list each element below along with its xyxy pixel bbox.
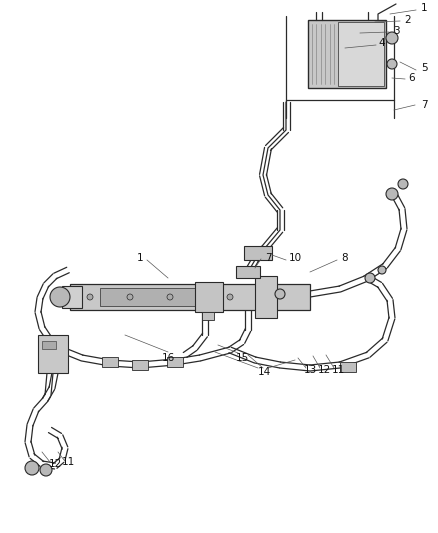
Circle shape bbox=[87, 294, 93, 300]
Text: 13: 13 bbox=[304, 365, 317, 375]
Text: 3: 3 bbox=[393, 26, 399, 36]
Text: 11: 11 bbox=[332, 365, 345, 375]
Text: 1: 1 bbox=[420, 3, 427, 13]
Bar bbox=[236, 266, 260, 278]
Circle shape bbox=[275, 289, 285, 299]
Text: 14: 14 bbox=[258, 367, 271, 377]
Bar bbox=[132, 360, 148, 370]
Bar bbox=[42, 341, 56, 349]
Text: 1: 1 bbox=[137, 253, 143, 263]
Bar bbox=[338, 22, 384, 86]
Bar bbox=[100, 288, 220, 306]
Bar bbox=[195, 282, 223, 312]
Circle shape bbox=[386, 188, 398, 200]
Text: 7: 7 bbox=[420, 100, 427, 110]
Bar bbox=[340, 362, 356, 372]
Bar bbox=[38, 335, 68, 373]
Text: 12: 12 bbox=[48, 459, 62, 469]
Circle shape bbox=[387, 59, 397, 69]
Circle shape bbox=[365, 273, 375, 283]
Circle shape bbox=[167, 294, 173, 300]
Text: 4: 4 bbox=[379, 38, 385, 48]
Text: 7: 7 bbox=[265, 253, 271, 263]
Text: 11: 11 bbox=[61, 457, 74, 467]
Bar bbox=[70, 284, 310, 310]
Text: 15: 15 bbox=[235, 353, 249, 363]
Text: 8: 8 bbox=[342, 253, 348, 263]
Bar bbox=[102, 357, 118, 367]
Circle shape bbox=[25, 461, 39, 475]
Circle shape bbox=[40, 464, 52, 476]
Circle shape bbox=[50, 287, 70, 307]
Text: 6: 6 bbox=[409, 73, 415, 83]
Circle shape bbox=[378, 266, 386, 274]
Text: 16: 16 bbox=[161, 353, 175, 363]
Circle shape bbox=[398, 179, 408, 189]
Text: 12: 12 bbox=[318, 365, 331, 375]
Bar bbox=[255, 276, 277, 318]
Text: 2: 2 bbox=[405, 15, 411, 25]
Bar bbox=[244, 246, 272, 260]
Circle shape bbox=[127, 294, 133, 300]
Bar bbox=[308, 20, 386, 88]
Bar bbox=[202, 312, 214, 320]
Circle shape bbox=[227, 294, 233, 300]
Bar bbox=[167, 357, 183, 367]
Text: 10: 10 bbox=[289, 253, 301, 263]
Bar bbox=[62, 286, 82, 308]
Circle shape bbox=[386, 32, 398, 44]
Text: 5: 5 bbox=[420, 63, 427, 73]
